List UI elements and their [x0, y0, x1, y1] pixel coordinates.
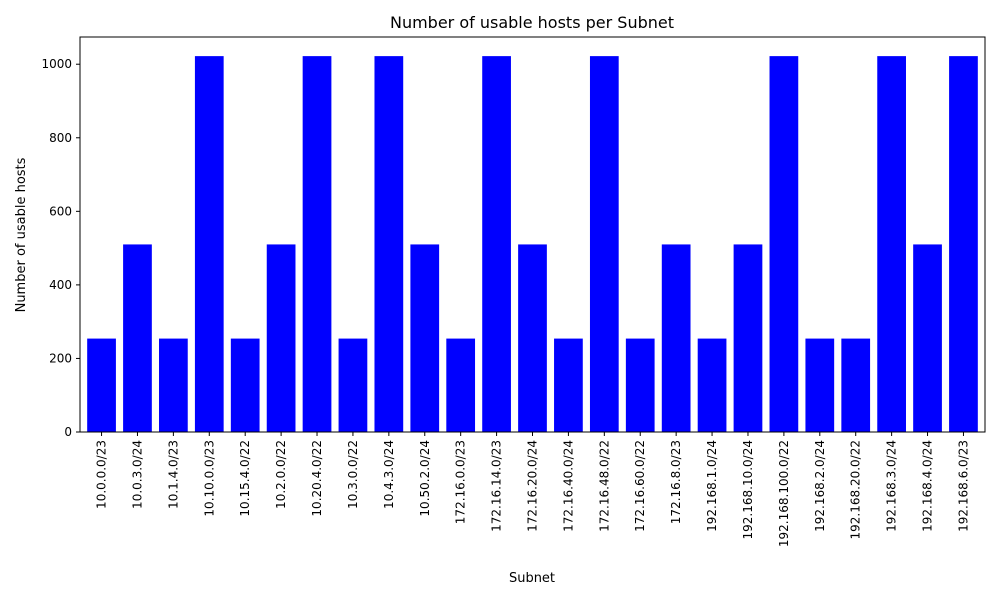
bar — [589, 56, 619, 433]
y-tick-label: 600 — [49, 204, 72, 218]
bar — [302, 56, 332, 433]
x-tick-label: 10.20.4.0/22 — [310, 440, 324, 517]
x-tick-label: 10.3.0.0/22 — [346, 440, 360, 509]
x-tick-label: 10.50.2.0/24 — [418, 440, 432, 517]
x-tick-label: 192.168.6.0/23 — [956, 440, 970, 532]
x-tick-label: 172.16.48.0/22 — [597, 440, 611, 532]
y-tick-label: 400 — [49, 278, 72, 292]
x-tick-label: 10.0.3.0/24 — [130, 440, 144, 509]
bar — [123, 244, 152, 432]
x-tick-label: 192.168.3.0/24 — [885, 440, 899, 532]
x-tick-label: 172.16.20.0/24 — [526, 440, 540, 532]
bar — [194, 56, 224, 433]
x-tick-label: 192.168.2.0/24 — [813, 440, 827, 532]
x-tick-label: 10.15.4.0/22 — [238, 440, 252, 517]
bar — [230, 338, 260, 432]
x-tick-label: 192.168.100.0/22 — [777, 440, 791, 547]
y-axis: 0 200 400 600 800 1000 — [41, 57, 80, 439]
bar — [661, 244, 691, 432]
bar — [87, 338, 116, 432]
y-tick-label: 800 — [49, 131, 72, 145]
x-axis: 10.0.0.0/23 10.0.3.0/24 10.1.4.0/23 10.10.0… — [95, 432, 970, 547]
x-tick-label: 192.168.20.0/22 — [849, 440, 863, 539]
bar — [805, 338, 835, 432]
y-tick-label: 1000 — [41, 57, 72, 71]
x-tick-label: 172.16.40.0/24 — [561, 440, 575, 532]
bars-group — [87, 56, 978, 433]
x-tick-label: 192.168.10.0/24 — [741, 440, 755, 539]
bar — [841, 338, 871, 432]
bar — [482, 56, 511, 433]
bar — [697, 338, 727, 432]
bar — [877, 56, 906, 433]
x-tick-label: 10.10.0.0/23 — [202, 440, 216, 517]
x-tick-label: 192.168.1.0/24 — [705, 440, 719, 532]
x-tick-label: 172.16.14.0/23 — [490, 440, 504, 532]
x-tick-label: 10.2.0.0/22 — [274, 440, 288, 509]
bar — [159, 338, 188, 432]
bar — [554, 338, 583, 432]
x-tick-label: 172.16.8.0/23 — [669, 440, 683, 524]
bar — [769, 56, 799, 433]
x-tick-label: 10.0.0.0/23 — [95, 440, 109, 509]
bar — [518, 244, 547, 432]
y-axis-label: Number of usable hosts — [14, 157, 29, 312]
x-tick-label: 10.4.3.0/24 — [382, 440, 396, 509]
x-tick-label: 172.16.0.0/23 — [454, 440, 468, 524]
bar — [625, 338, 655, 432]
bar — [410, 244, 440, 432]
plot-frame — [79, 36, 986, 433]
y-tick-label: 0 — [64, 425, 72, 439]
bar — [733, 244, 763, 432]
x-tick-label: 172.16.60.0/22 — [633, 440, 647, 532]
bar — [949, 56, 978, 433]
x-tick-label: 192.168.4.0/24 — [921, 440, 935, 532]
bar — [374, 56, 404, 433]
chart-title: Number of usable hosts per Subnet — [390, 13, 674, 32]
x-tick-label: 10.1.4.0/23 — [166, 440, 180, 509]
bar — [446, 338, 476, 432]
x-axis-label: Subnet — [509, 571, 555, 586]
bar — [266, 244, 296, 432]
bar — [913, 244, 942, 432]
bar — [338, 338, 368, 432]
y-tick-label: 200 — [49, 351, 72, 365]
